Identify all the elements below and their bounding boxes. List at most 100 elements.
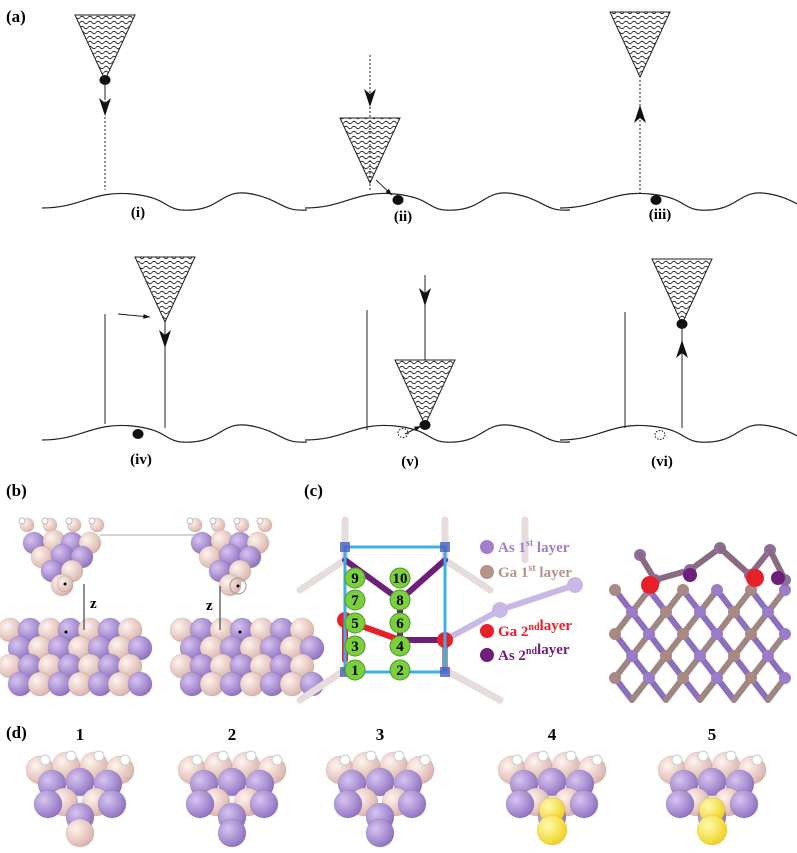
atom (569, 789, 599, 819)
arrow-head (676, 340, 688, 358)
atom (65, 767, 95, 797)
bond (442, 607, 503, 643)
h-atom (65, 750, 77, 762)
legend-swatch (480, 648, 494, 662)
legend-text: layer (537, 642, 570, 658)
atom (665, 789, 695, 819)
site (344, 635, 366, 657)
atom (745, 628, 757, 640)
atom (643, 672, 655, 684)
mark (236, 584, 240, 588)
h-atom (537, 750, 549, 762)
step-label: (iv) (130, 452, 152, 468)
atom (650, 195, 662, 205)
empty-site (229, 577, 247, 595)
atom (677, 628, 689, 640)
step-label: (iii) (649, 207, 672, 223)
mark (63, 582, 67, 586)
site (344, 567, 366, 589)
surface (304, 424, 571, 443)
site (344, 612, 366, 634)
atom (728, 606, 740, 618)
h-atom (271, 754, 283, 766)
h-atom (119, 754, 131, 766)
bond (441, 666, 504, 704)
atom (536, 814, 568, 846)
bond (296, 666, 349, 704)
corner (440, 542, 450, 552)
arrow-head (414, 426, 421, 432)
site-label: 1 (351, 663, 359, 679)
surface (41, 192, 308, 211)
h-atom (725, 750, 737, 762)
arrow-head (385, 188, 392, 195)
atom (626, 650, 638, 662)
atom (697, 767, 727, 797)
corner (440, 667, 450, 677)
legend-text: As (498, 648, 515, 664)
surface (41, 424, 308, 443)
h-atom (365, 750, 377, 762)
atom (609, 672, 621, 684)
atom (771, 571, 785, 585)
atom (762, 606, 774, 618)
tip (394, 359, 456, 427)
site-label: 7 (351, 593, 359, 609)
atom (696, 814, 728, 846)
bond (687, 545, 723, 573)
atom (609, 584, 621, 596)
atom (217, 767, 247, 797)
site (389, 635, 411, 657)
legend-swatch (480, 565, 494, 579)
atom (567, 577, 583, 593)
site (389, 612, 411, 634)
legend-text: As (498, 540, 515, 556)
site-label: 2 (396, 663, 404, 679)
h-atom (339, 754, 351, 766)
atom (677, 584, 689, 596)
panel-label: (b) (6, 481, 27, 500)
atom (537, 767, 567, 797)
atom (33, 789, 63, 819)
legend-text: st (526, 538, 534, 549)
atom (728, 650, 740, 662)
legend-text: 1 (521, 565, 529, 581)
legend-text: 2 (521, 624, 529, 640)
atom (65, 818, 95, 848)
frame-label: 3 (376, 725, 385, 744)
panel-label: (a) (6, 7, 26, 26)
atom (217, 818, 247, 848)
h-atom (41, 517, 49, 525)
h-atom (39, 754, 51, 766)
atom (745, 672, 757, 684)
h-atom (245, 750, 257, 762)
h-atom (697, 750, 709, 762)
site-label: 4 (396, 639, 404, 655)
atom (660, 650, 672, 662)
site (344, 659, 366, 681)
legend-text: Ga (498, 624, 518, 640)
atom (779, 672, 791, 684)
atom (609, 628, 621, 640)
legend-text: layer (540, 618, 573, 634)
legend-swatch (480, 624, 494, 638)
arrow-head (634, 105, 646, 123)
legend-text: st (528, 563, 536, 574)
step-label: (ii) (394, 209, 412, 225)
atom (397, 789, 427, 819)
atom (127, 671, 153, 697)
surface (559, 424, 797, 443)
legend-swatch (480, 540, 494, 554)
step-label: (i) (131, 205, 145, 221)
arrow-head (99, 98, 111, 116)
atom (694, 606, 706, 618)
atom (249, 789, 279, 819)
mark (238, 630, 242, 634)
tip (74, 14, 136, 82)
bond (717, 545, 753, 578)
atom (711, 672, 723, 684)
atom (711, 628, 723, 640)
atom (643, 628, 655, 640)
atom (505, 789, 535, 819)
site-label: 10 (393, 571, 408, 587)
